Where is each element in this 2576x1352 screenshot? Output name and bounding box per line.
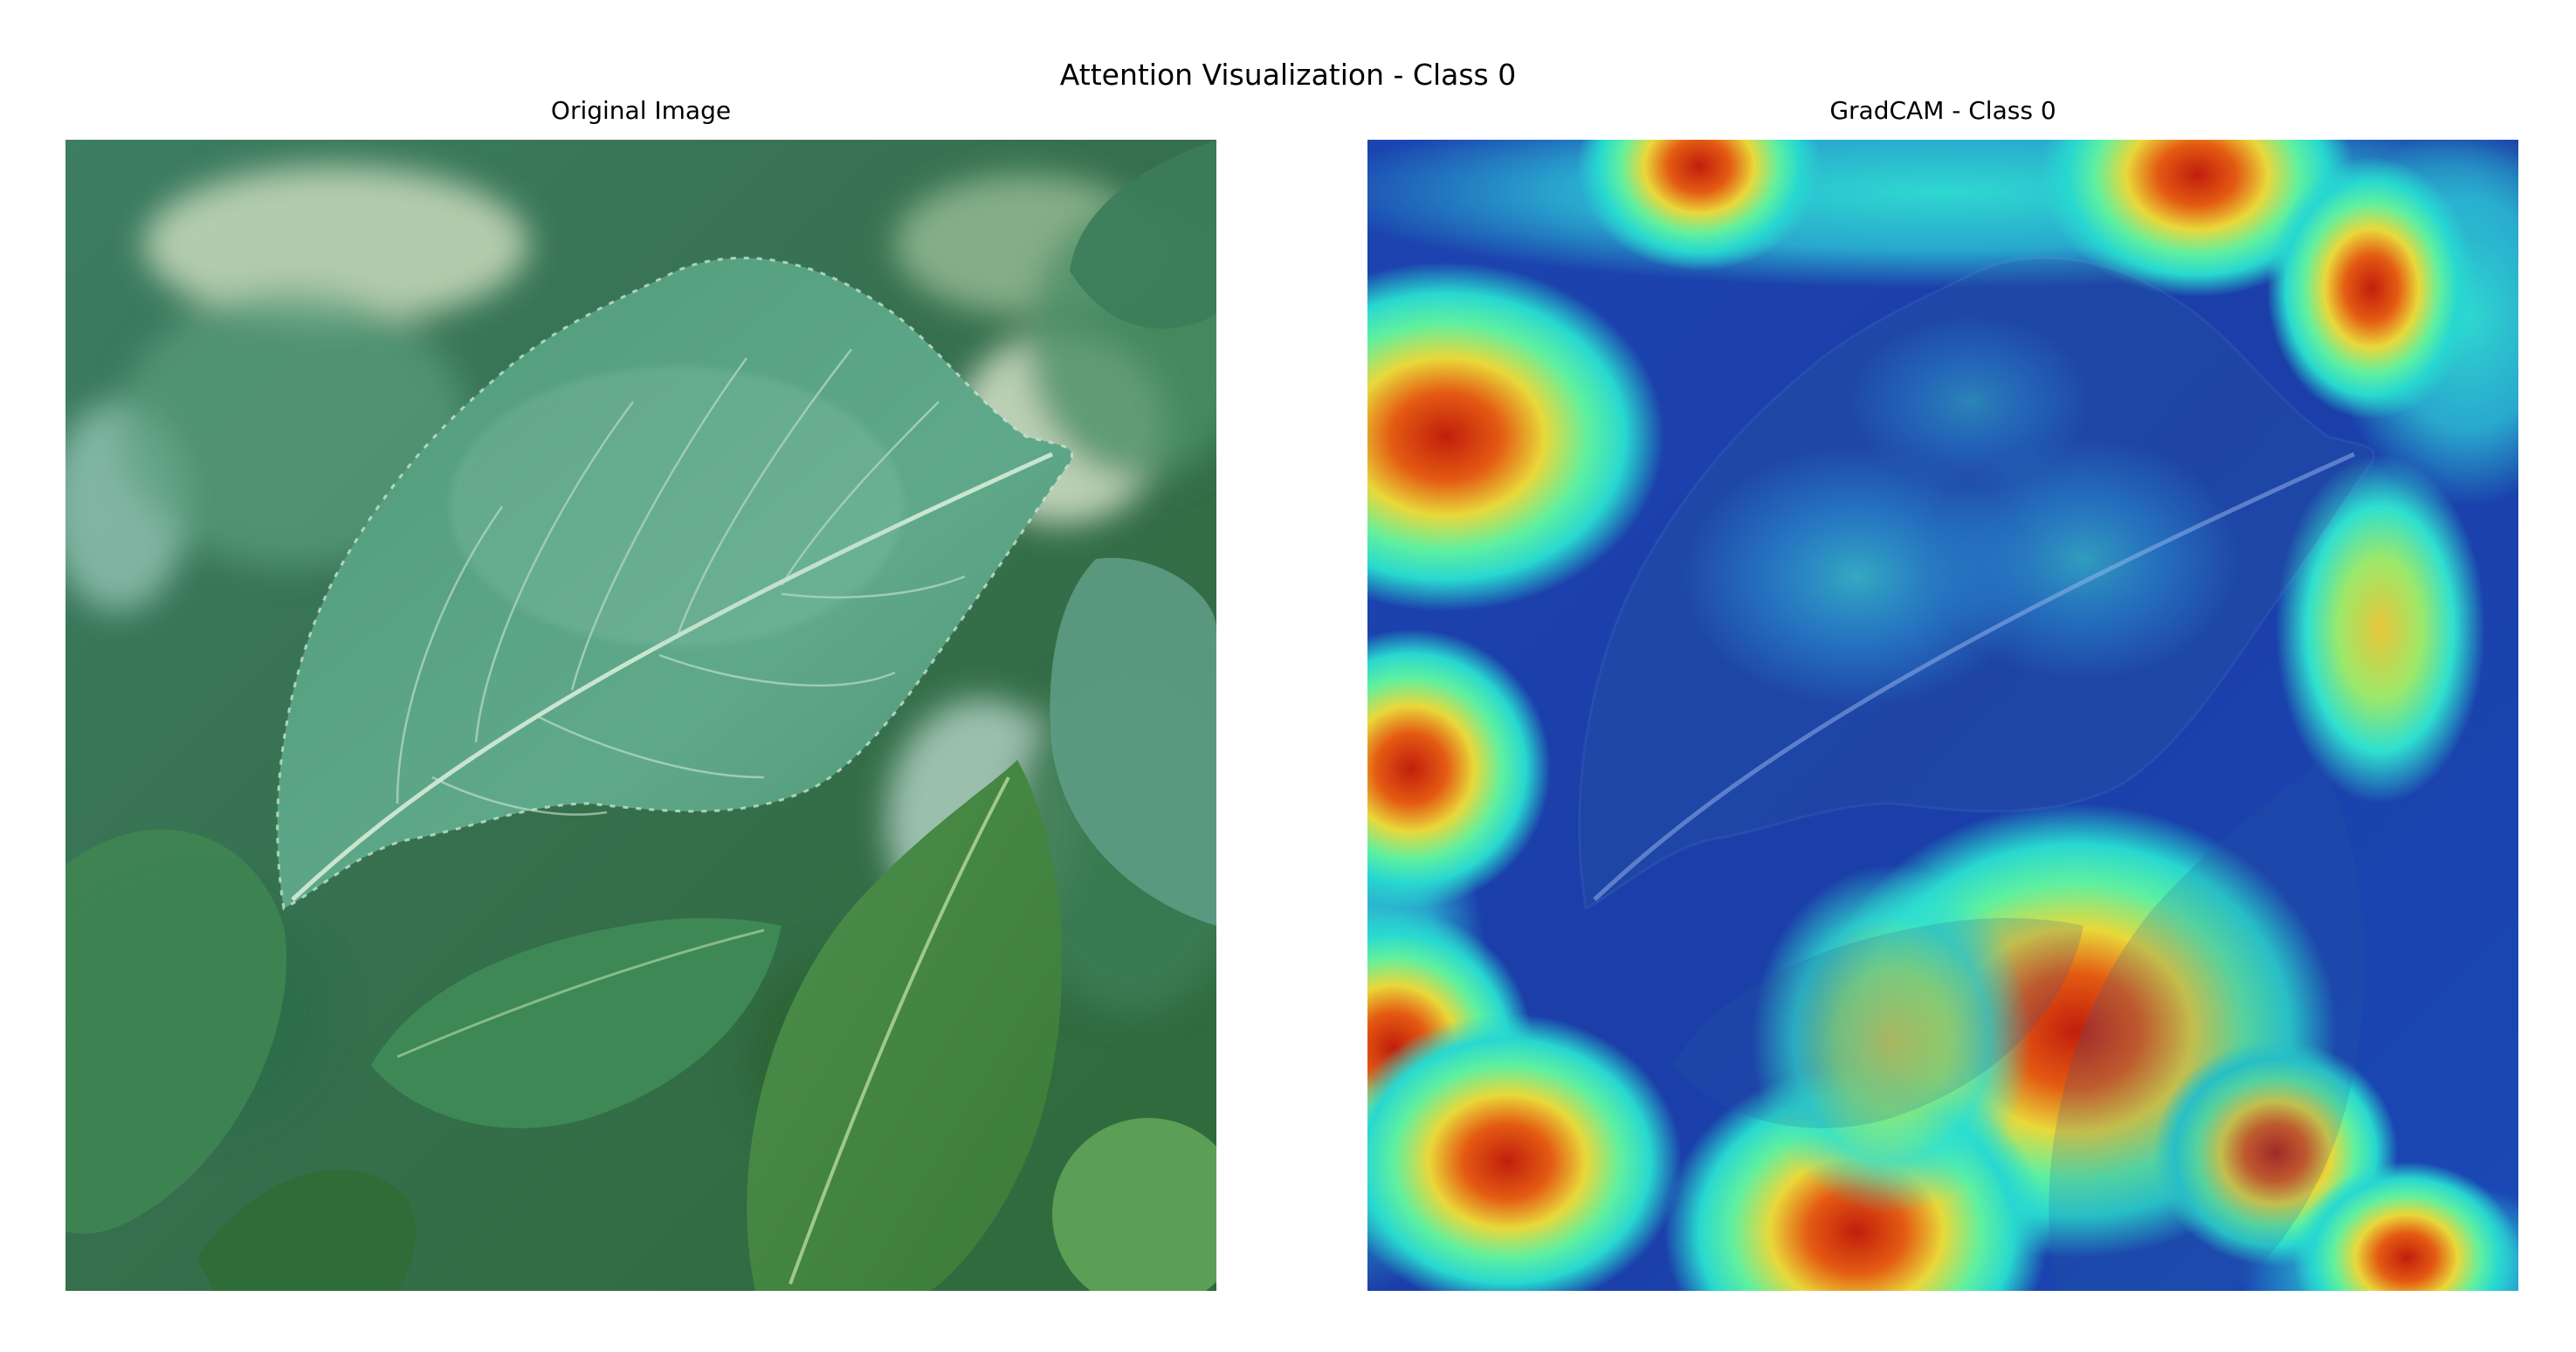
figure-title: Attention Visualization - Class 0 [1059,58,1517,92]
leaf-photo-icon [65,140,1216,1291]
gradcam-heatmap [1367,140,2518,1291]
original-image [65,140,1216,1291]
heatmap-overlay-icon [1367,140,2518,1291]
original-image-title: Original Image [550,96,732,125]
gradcam-title: GradCAM - Class 0 [1829,96,2056,125]
